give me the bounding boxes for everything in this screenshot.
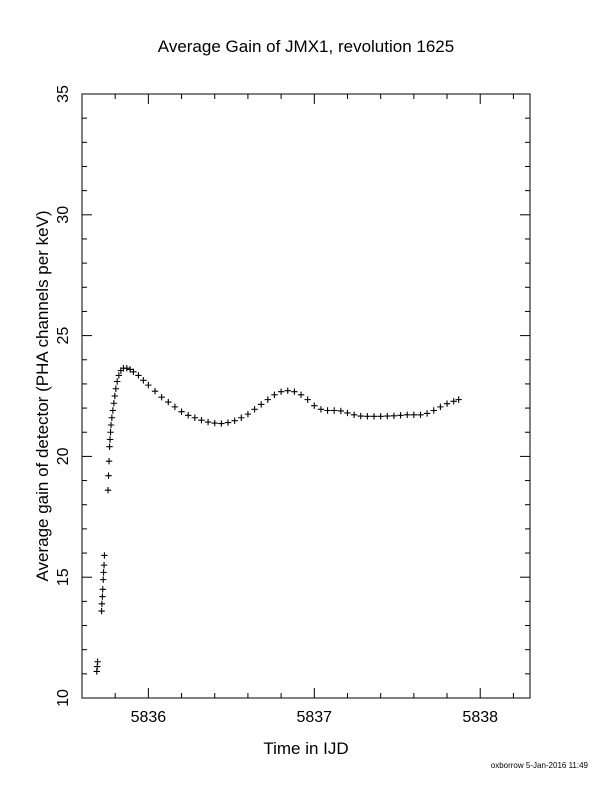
footer-credit: oxborrow 5-Jan-2016 11:49 bbox=[491, 761, 589, 770]
chart-title: Average Gain of JMX1, revolution 1625 bbox=[158, 37, 454, 56]
data-point bbox=[271, 391, 278, 398]
x-axis-title: Time in IJD bbox=[263, 739, 348, 758]
data-point bbox=[231, 417, 238, 424]
data-point bbox=[311, 402, 318, 409]
data-point bbox=[204, 418, 212, 426]
data-point bbox=[109, 407, 117, 414]
data-point bbox=[331, 407, 338, 414]
data-point bbox=[224, 419, 232, 426]
data-point bbox=[165, 398, 172, 406]
data-point bbox=[430, 407, 437, 414]
data-point bbox=[277, 388, 285, 395]
data-point bbox=[344, 409, 351, 417]
data-point bbox=[100, 561, 108, 569]
data-point bbox=[100, 576, 107, 583]
data-point bbox=[110, 400, 118, 407]
data-point bbox=[105, 458, 113, 465]
x-tick-label: 5836 bbox=[131, 709, 167, 726]
data-point bbox=[115, 372, 123, 379]
y-tick-label: 25 bbox=[55, 327, 72, 345]
data-point bbox=[390, 412, 398, 420]
data-point bbox=[151, 387, 159, 395]
data-point bbox=[364, 413, 371, 420]
x-tick-label: 5838 bbox=[462, 709, 498, 726]
data-point bbox=[99, 586, 106, 593]
data-point bbox=[107, 429, 114, 436]
data-point bbox=[297, 391, 305, 398]
y-tick-label: 20 bbox=[55, 447, 72, 465]
plot-frame bbox=[81, 93, 531, 699]
data-point bbox=[145, 381, 152, 389]
data-point bbox=[100, 569, 107, 576]
data-points bbox=[93, 365, 462, 675]
data-point bbox=[337, 407, 345, 415]
data-point bbox=[99, 593, 106, 600]
data-point bbox=[251, 406, 258, 413]
data-point bbox=[106, 436, 114, 443]
data-point bbox=[98, 607, 105, 615]
data-point bbox=[357, 412, 364, 420]
data-point bbox=[106, 443, 113, 450]
data-point bbox=[126, 366, 134, 373]
data-point bbox=[135, 372, 142, 379]
data-point bbox=[130, 368, 137, 376]
data-point bbox=[178, 408, 185, 415]
data-point bbox=[437, 403, 444, 411]
data-point bbox=[101, 552, 108, 559]
y-tick-label: 10 bbox=[55, 689, 72, 707]
data-point bbox=[264, 396, 272, 403]
data-point bbox=[455, 396, 462, 403]
data-point bbox=[105, 472, 112, 479]
data-point bbox=[158, 394, 165, 401]
data-point bbox=[370, 413, 378, 420]
x-tick-label: 5837 bbox=[296, 709, 332, 726]
y-tick-label: 30 bbox=[55, 206, 72, 224]
y-tick-label: 35 bbox=[55, 85, 72, 103]
data-point bbox=[417, 411, 424, 419]
data-point bbox=[238, 414, 245, 421]
data-point bbox=[98, 600, 106, 607]
data-point bbox=[350, 411, 358, 419]
y-axis-title: Average gain of detector (PHA channels p… bbox=[33, 210, 52, 581]
data-point bbox=[113, 378, 121, 385]
data-point bbox=[108, 414, 116, 421]
y-tick-label: 15 bbox=[55, 568, 72, 586]
data-point bbox=[450, 398, 457, 405]
data-point bbox=[384, 412, 391, 420]
data-point bbox=[123, 365, 130, 372]
data-point bbox=[244, 410, 252, 418]
data-point bbox=[218, 420, 225, 427]
data-point bbox=[258, 401, 265, 408]
data-point bbox=[404, 411, 411, 419]
tick-labels: 5836 5837 5838 10 15 20 25 30 35 bbox=[55, 85, 498, 726]
axis-ticks bbox=[81, 93, 530, 699]
data-point bbox=[377, 413, 384, 420]
data-point bbox=[443, 400, 451, 407]
data-point bbox=[104, 487, 112, 494]
data-point bbox=[111, 392, 119, 400]
data-point bbox=[423, 410, 431, 417]
data-point bbox=[94, 658, 101, 665]
data-point bbox=[211, 419, 218, 427]
data-point bbox=[284, 387, 291, 394]
data-point bbox=[291, 388, 298, 395]
data-point bbox=[171, 403, 179, 411]
data-point bbox=[304, 396, 311, 403]
data-point bbox=[107, 421, 115, 429]
data-point bbox=[191, 414, 199, 421]
data-point bbox=[410, 411, 418, 419]
data-point bbox=[397, 412, 404, 419]
data-point bbox=[140, 377, 147, 384]
data-point bbox=[198, 416, 205, 424]
data-point bbox=[184, 412, 192, 419]
data-point bbox=[324, 407, 331, 414]
data-point bbox=[317, 406, 325, 413]
data-point bbox=[112, 385, 120, 392]
